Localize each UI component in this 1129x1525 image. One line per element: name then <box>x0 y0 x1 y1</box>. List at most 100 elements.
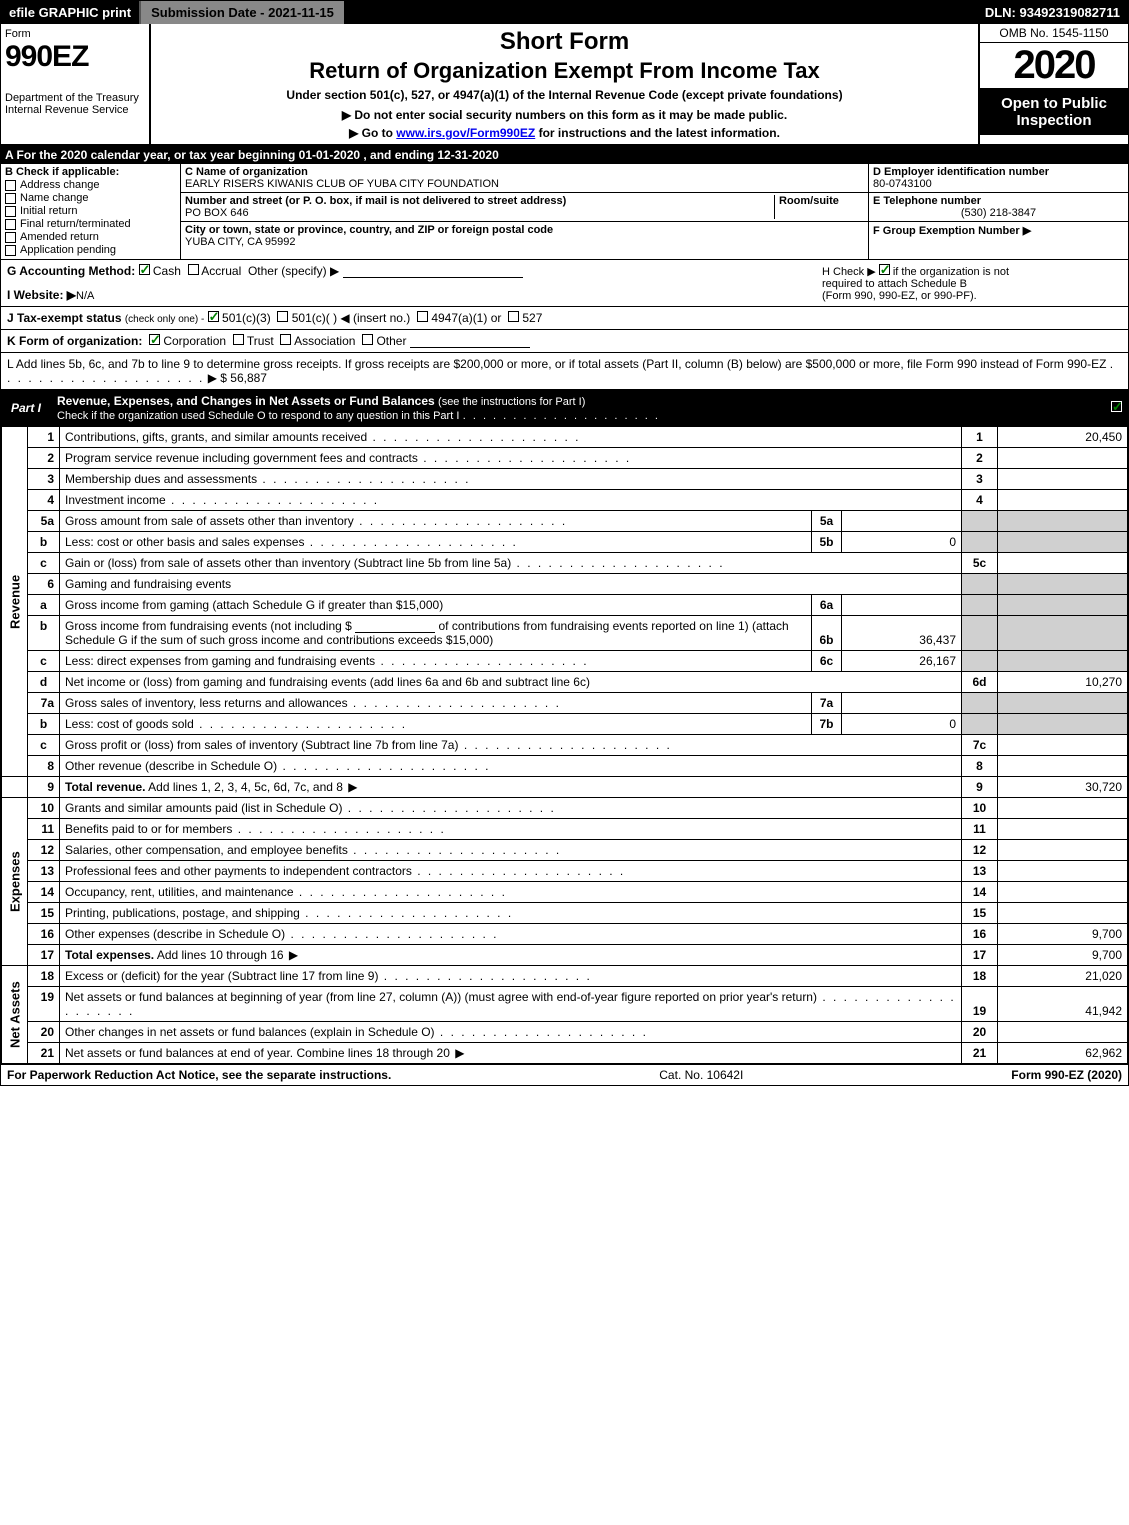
row-num: b <box>28 616 60 651</box>
row-box: 19 <box>962 987 998 1022</box>
part-1-title-text: Revenue, Expenses, and Changes in Net As… <box>57 394 435 408</box>
mini-box: 6b <box>812 616 842 651</box>
c-room-lbl: Room/suite <box>779 195 839 207</box>
line-g-h: G Accounting Method: Cash Accrual Other … <box>1 260 1128 307</box>
row-desc: Add lines 10 through 16 <box>157 948 284 962</box>
footer-cat-no: Cat. No. 10642I <box>391 1068 1011 1082</box>
c-city-lbl: City or town, state or province, country… <box>185 224 553 236</box>
chk-4947[interactable] <box>417 311 428 322</box>
org-address: PO BOX 646 <box>185 207 249 219</box>
line-k: K Form of organization: Corporation Trus… <box>1 330 1128 353</box>
row-desc: Net income or (loss) from gaming and fun… <box>60 672 962 693</box>
row-box-shade <box>962 595 998 616</box>
row-amt-shade <box>998 532 1128 553</box>
d-lbl: D Employer identification number <box>873 166 1049 178</box>
row-box-shade <box>962 651 998 672</box>
side-revenue: Revenue <box>2 427 28 777</box>
row-box: 1 <box>962 427 998 448</box>
efile-print-button[interactable]: efile GRAPHIC print <box>1 1 141 24</box>
row-desc: Gross sales of inventory, less returns a… <box>65 696 561 710</box>
chk-application-pending[interactable] <box>5 245 16 256</box>
row-amt <box>998 903 1128 924</box>
row-desc: Printing, publications, postage, and shi… <box>65 906 513 920</box>
chk-corporation[interactable] <box>149 334 160 345</box>
chk-amended-return[interactable] <box>5 232 16 243</box>
row-box-shade <box>962 574 998 595</box>
row-amt <box>998 756 1128 777</box>
chk-accrual[interactable] <box>188 264 199 275</box>
chk-other-org[interactable] <box>362 334 373 345</box>
chk-h-schedule-b[interactable] <box>879 264 890 275</box>
chk-name-change[interactable] <box>5 193 16 204</box>
row-desc: Gross profit or (loss) from sales of inv… <box>65 738 672 752</box>
chk-initial-return[interactable] <box>5 206 16 217</box>
row-box-shade <box>962 714 998 735</box>
row-num: d <box>28 672 60 693</box>
header-right: OMB No. 1545-1150 2020 Open to Public In… <box>978 24 1128 144</box>
chk-association[interactable] <box>280 334 291 345</box>
arrow-icon <box>450 1046 467 1060</box>
irs-link[interactable]: www.irs.gov/Form990EZ <box>396 126 535 140</box>
h-post: if the organization is not <box>893 266 1009 278</box>
row-desc: Gaming and fundraising events <box>60 574 962 595</box>
website-value: N/A <box>76 290 94 302</box>
block-b-through-f: B Check if applicable: Address change Na… <box>1 164 1128 260</box>
row-num: 4 <box>28 490 60 511</box>
chk-part1-schedule-o[interactable] <box>1111 401 1122 412</box>
row-box: 21 <box>962 1043 998 1064</box>
row-desc-6b-1: Gross income from fundraising events (no… <box>65 619 352 633</box>
row-box: 7c <box>962 735 998 756</box>
c-name-lbl: C Name of organization <box>185 166 308 178</box>
dots-icon <box>463 410 660 422</box>
row-box-shade <box>962 693 998 714</box>
row-desc: Excess or (deficit) for the year (Subtra… <box>65 969 592 983</box>
org-name: EARLY RISERS KIWANIS CLUB OF YUBA CITY F… <box>185 178 499 190</box>
chk-501c[interactable] <box>277 311 288 322</box>
row-desc: Gain or (loss) from sale of assets other… <box>65 556 725 570</box>
part-1-check-text: Check if the organization used Schedule … <box>57 410 459 422</box>
row-desc: Investment income <box>65 493 379 507</box>
row-desc: Other expenses (describe in Schedule O) <box>65 927 498 941</box>
row-num: 2 <box>28 448 60 469</box>
chk-final-return[interactable] <box>5 219 16 230</box>
chk-cash[interactable] <box>139 264 150 275</box>
chk-501c3[interactable] <box>208 311 219 322</box>
submission-date-button[interactable]: Submission Date - 2021-11-15 <box>141 1 344 24</box>
row-desc: Add lines 1, 2, 3, 4, 5c, 6d, 7c, and 8 <box>148 780 343 794</box>
row-amt-shade <box>998 616 1128 651</box>
row-desc: Net assets or fund balances at end of ye… <box>65 1046 450 1060</box>
row-num: 13 <box>28 861 60 882</box>
row-desc-bold: Total revenue. <box>65 780 145 794</box>
chk-address-change[interactable] <box>5 180 16 191</box>
other-org-blank[interactable] <box>410 336 530 348</box>
lbl-amended-return: Amended return <box>20 231 99 243</box>
other-specify-blank[interactable] <box>343 266 523 278</box>
line-h: H Check ▶ if the organization is not req… <box>822 264 1122 302</box>
h-line2: required to attach Schedule B <box>822 278 967 290</box>
row-amt: 9,700 <box>998 924 1128 945</box>
subtitle-section: Under section 501(c), 527, or 4947(a)(1)… <box>157 88 972 102</box>
row-desc: Less: direct expenses from gaming and fu… <box>65 654 589 668</box>
row-num: 18 <box>28 966 60 987</box>
chk-527[interactable] <box>508 311 519 322</box>
lbl-501c: 501(c)( ) ◀ (insert no.) <box>292 311 411 325</box>
6b-amount-blank[interactable] <box>355 621 435 633</box>
lbl-other-org: Other <box>376 334 406 348</box>
line-g: G Accounting Method: Cash Accrual Other … <box>7 264 822 302</box>
chk-trust[interactable] <box>233 334 244 345</box>
row-desc: Professional fees and other payments to … <box>65 864 625 878</box>
row-box: 5c <box>962 553 998 574</box>
row-box: 12 <box>962 840 998 861</box>
row-amt: 9,700 <box>998 945 1128 966</box>
l-text: L Add lines 5b, 6c, and 7b to line 9 to … <box>7 357 1106 371</box>
subtitle-no-ssn: ▶ Do not enter social security numbers o… <box>157 108 972 122</box>
lbl-accrual: Accrual <box>201 264 241 278</box>
row-amt <box>998 553 1128 574</box>
row-amt <box>998 448 1128 469</box>
row-box: 3 <box>962 469 998 490</box>
row-box: 14 <box>962 882 998 903</box>
row-amt-shade <box>998 574 1128 595</box>
row-desc: Contributions, gifts, grants, and simila… <box>65 430 581 444</box>
title-return: Return of Organization Exempt From Incom… <box>157 58 972 84</box>
row-amt: 41,942 <box>998 987 1128 1022</box>
